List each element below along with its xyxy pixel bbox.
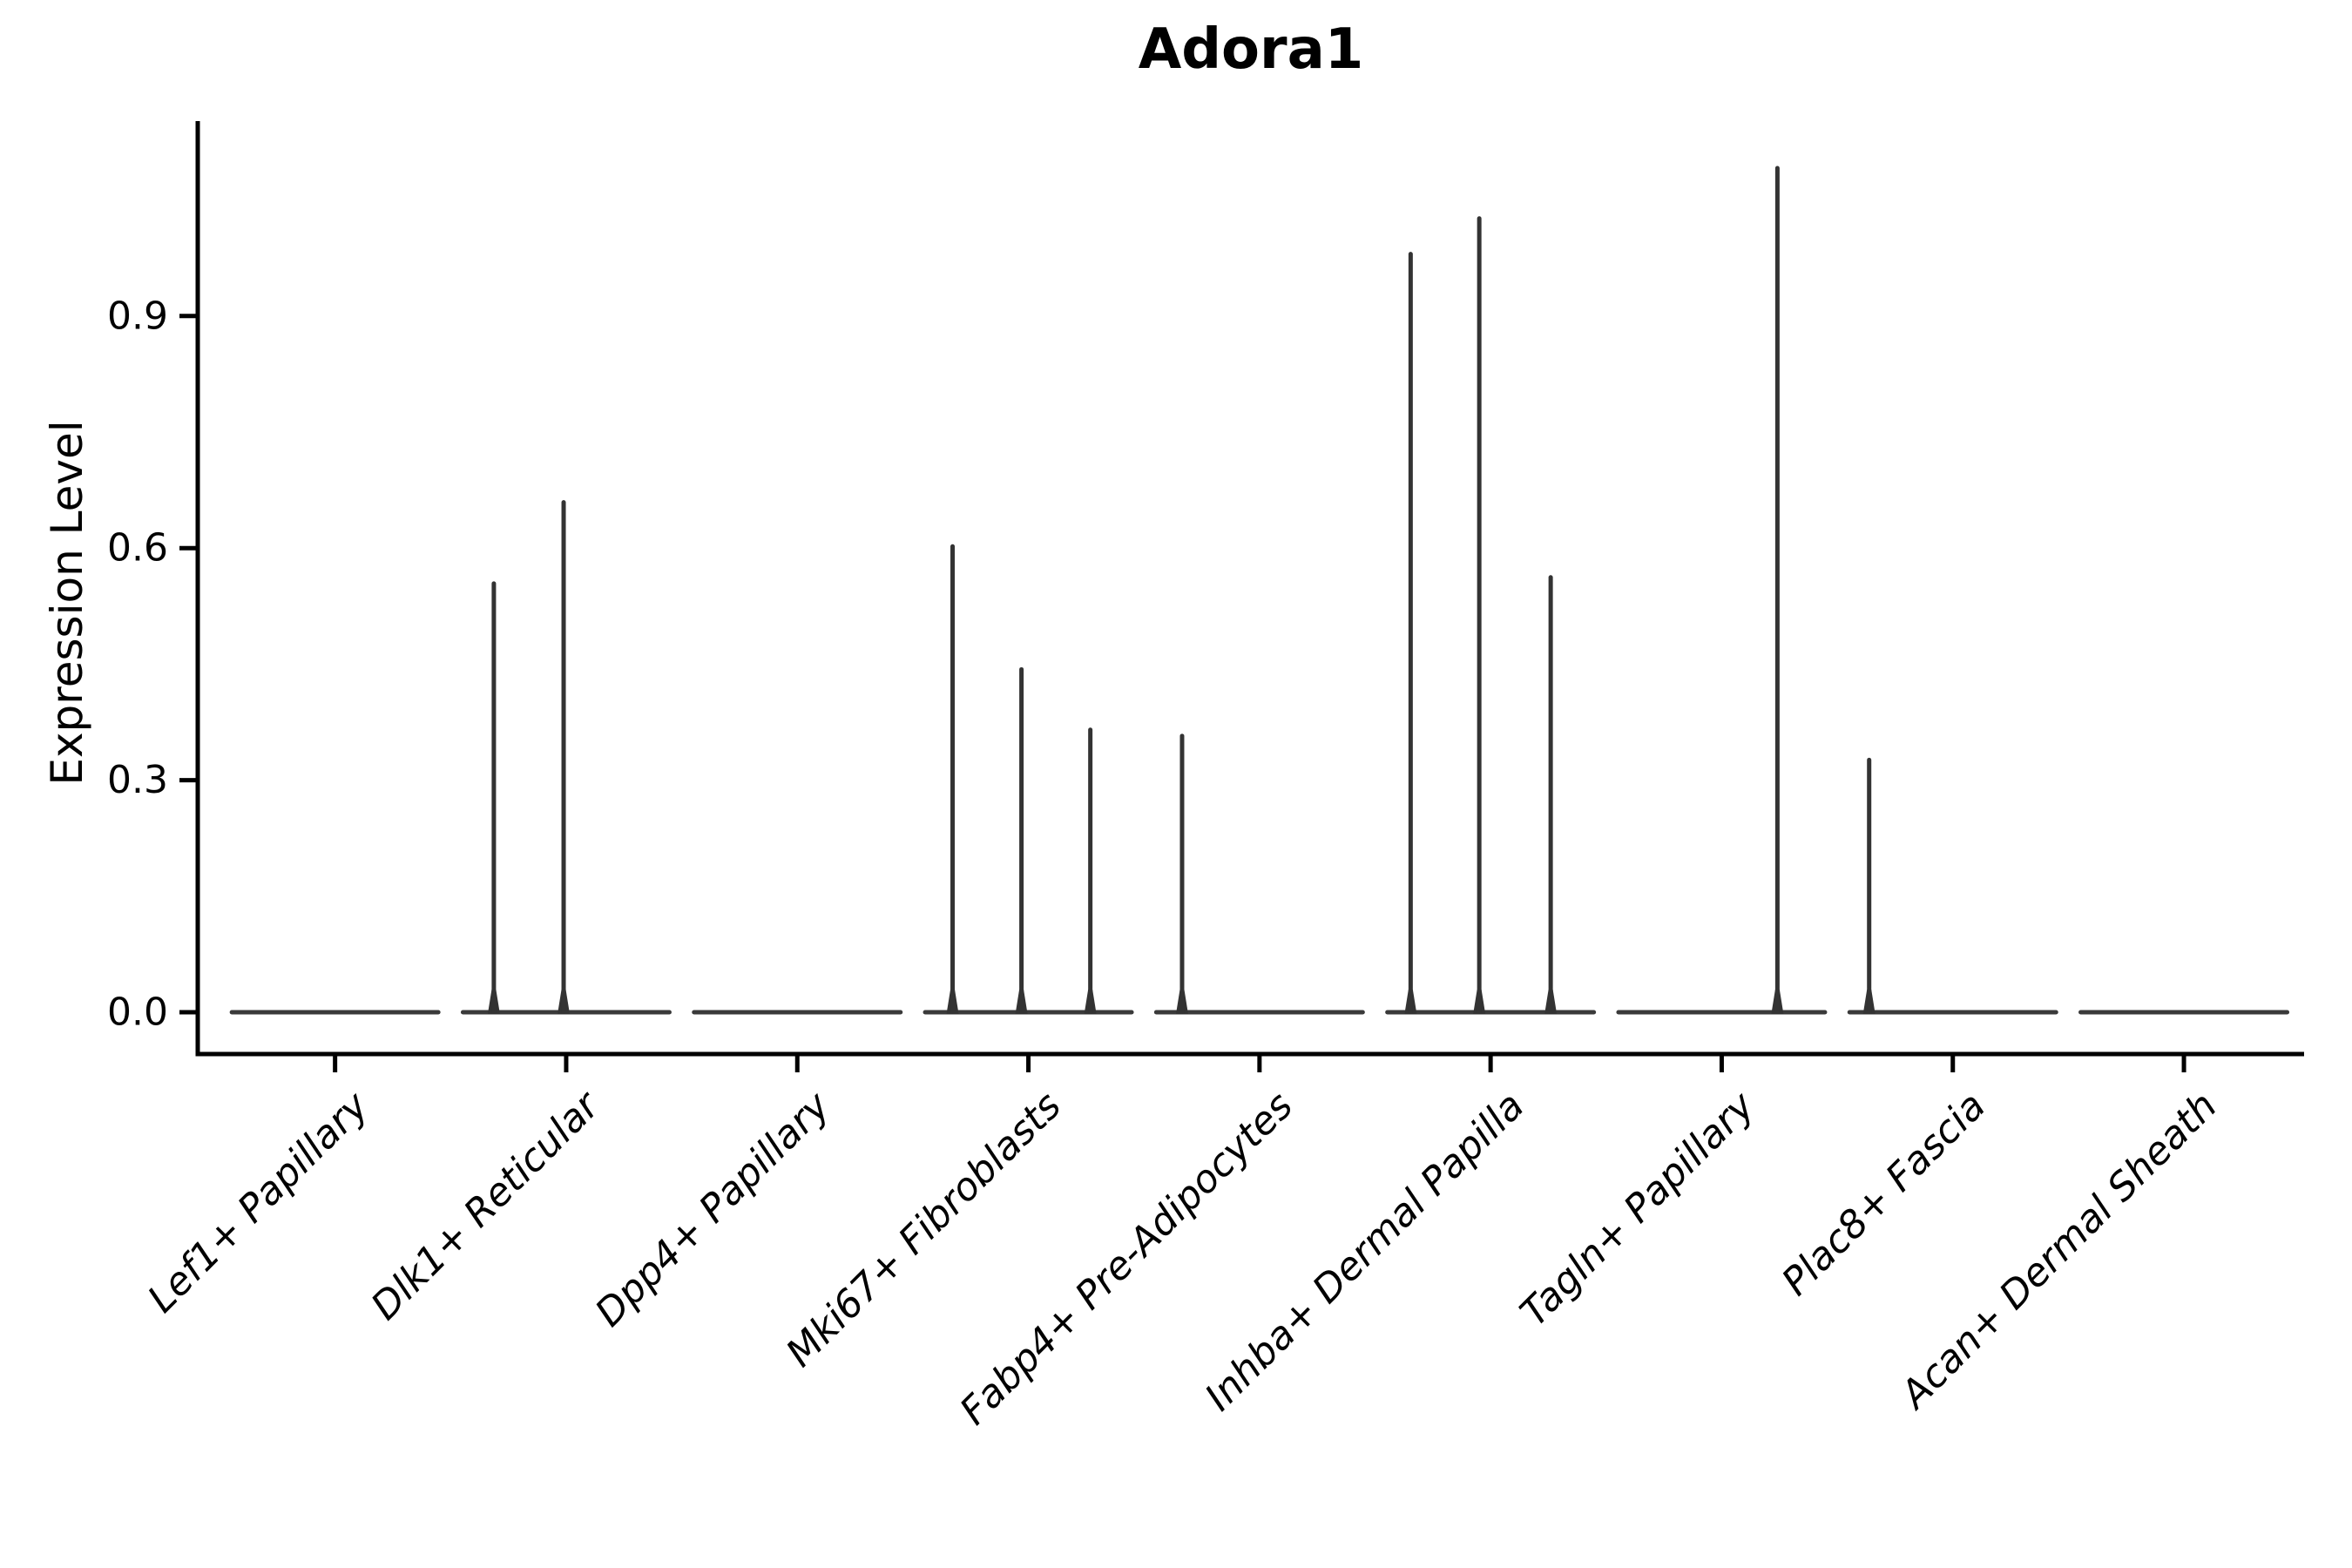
violin-spike	[491, 581, 497, 1014]
violin-spike	[1019, 666, 1024, 1014]
violin-spike	[1774, 166, 1780, 1014]
violin-spike	[1477, 216, 1482, 1015]
violin-baseline	[692, 1010, 903, 1015]
y-tick-label: 0.6	[107, 526, 168, 571]
violin-spike	[1088, 727, 1093, 1014]
violin-baseline	[2078, 1010, 2290, 1015]
violin-spike	[1867, 757, 1872, 1014]
violin-baseline	[923, 1010, 1134, 1015]
violin-spike	[1548, 575, 1553, 1014]
violin-spike	[1408, 252, 1413, 1014]
violin-baseline	[229, 1010, 441, 1015]
violin-baseline	[1385, 1010, 1597, 1015]
y-tick-label: 0.0	[107, 990, 168, 1035]
violin-spike	[1179, 733, 1185, 1014]
violin-spike	[561, 500, 566, 1014]
violin-baseline	[1847, 1010, 2058, 1015]
y-tick-label: 0.3	[107, 758, 168, 802]
plot-title: Adora1	[1138, 17, 1364, 82]
violin-baseline	[1616, 1010, 1828, 1015]
violin-spike	[950, 544, 956, 1014]
y-tick-label: 0.9	[107, 294, 168, 338]
violin-baseline	[1153, 1010, 1365, 1015]
